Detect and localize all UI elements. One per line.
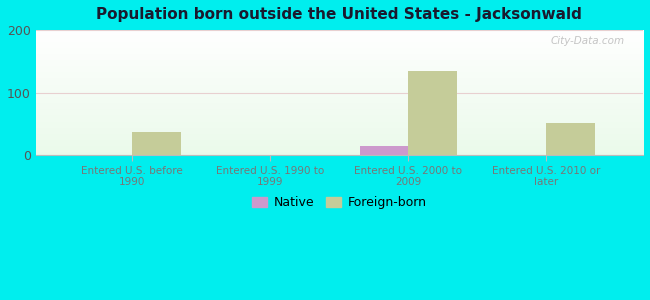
Bar	[360, 146, 408, 155]
Text: City-Data.com: City-Data.com	[551, 36, 625, 46]
Bar	[547, 123, 595, 155]
Bar	[408, 71, 457, 155]
Title: Population born outside the United States - Jacksonwald: Population born outside the United State…	[96, 7, 582, 22]
Legend: Native, Foreign-born: Native, Foreign-born	[247, 191, 432, 214]
Bar	[133, 132, 181, 155]
